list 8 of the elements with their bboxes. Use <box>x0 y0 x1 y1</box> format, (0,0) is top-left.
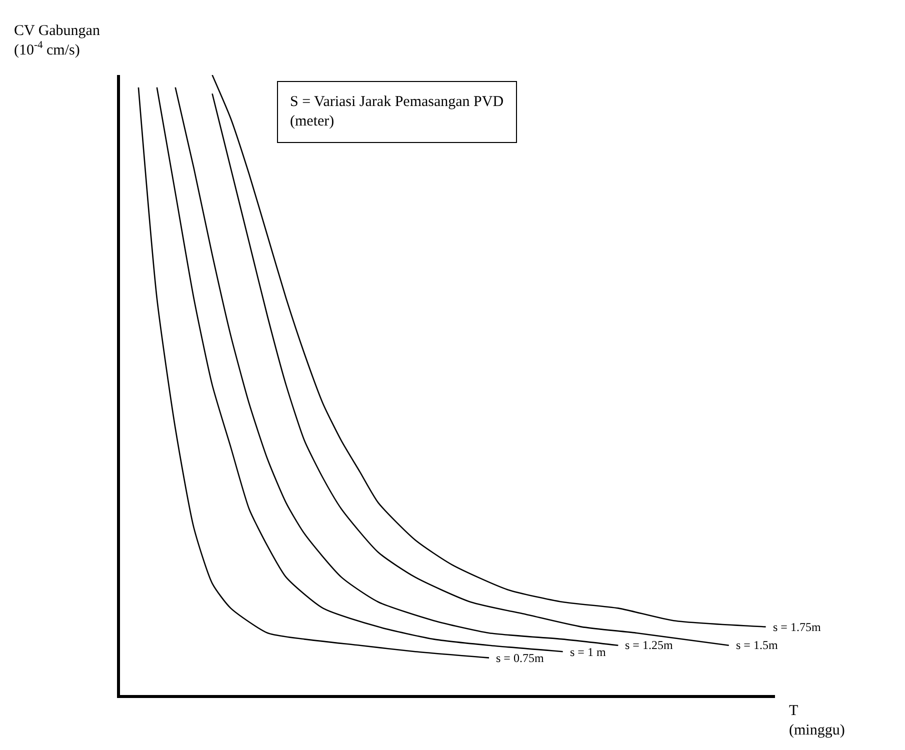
series-label: s = 1.25m <box>625 638 674 652</box>
y-axis-title: CV Gabungan (10$^{-4}$ cm/s) <box>14 23 100 58</box>
series-label: s = 1.5m <box>736 638 778 652</box>
series-label: s = 1.75m <box>773 620 822 634</box>
annotation: S = Variasi Jarak Pemasangan PVD (meter) <box>290 94 504 130</box>
x-axis-title: T (minggu) <box>789 703 845 738</box>
series-label: s = 1 m <box>570 645 606 659</box>
series-label: s = 0.75m <box>496 651 544 665</box>
